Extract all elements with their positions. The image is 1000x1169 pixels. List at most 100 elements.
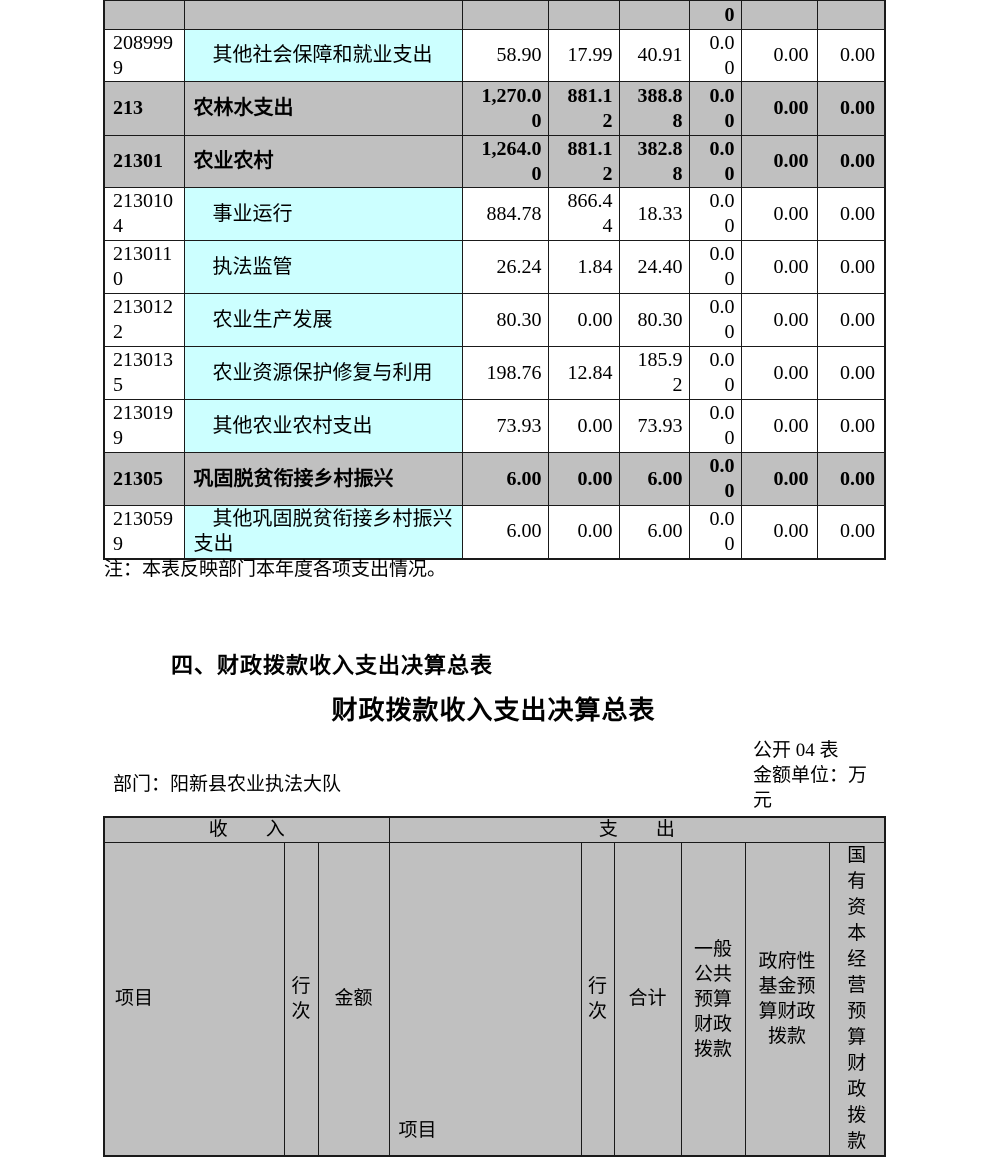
value-cell: 388.88 xyxy=(618,81,690,136)
code-cell: 21305 xyxy=(103,452,185,506)
value-cell: 0.00 xyxy=(816,135,886,188)
item-name-cell: 其他巩固脱贫衔接乡村振兴支出 xyxy=(183,505,463,559)
value-cell: 0.00 xyxy=(688,346,742,400)
table-row: 213 农林水支出 1,270.00 881.12 388.88 0.00 0.00 0.00 xyxy=(103,81,886,136)
value-cell: 0.00 xyxy=(688,452,742,506)
unit-label: 金额单位：万元 xyxy=(753,765,868,811)
value-cell: 0.00 xyxy=(740,81,818,136)
value-cell: 6.00 xyxy=(461,505,549,559)
value-cell: 6.00 xyxy=(618,505,690,559)
code-cell: 2089999 xyxy=(103,29,185,82)
code-cell: 21301 xyxy=(103,135,185,188)
code-cell: 2130135 xyxy=(103,346,185,400)
table-row: 21305 巩固脱贫衔接乡村振兴 6.00 0.00 6.00 0.00 0.00 0.00 xyxy=(103,452,886,506)
value-cell: 185.92 xyxy=(618,346,690,400)
value-cell: 0.00 xyxy=(688,135,742,188)
item-name-cell: 其他社会保障和就业支出 xyxy=(183,29,463,82)
value-cell: 6.00 xyxy=(461,452,549,506)
value-cell: 1,270.00 xyxy=(461,81,549,136)
value-cell: 884.78 xyxy=(461,187,549,241)
value-cell xyxy=(740,0,818,30)
value-cell: 80.30 xyxy=(461,293,549,347)
value-cell: 0.00 xyxy=(816,505,886,559)
code-cell: 2130599 xyxy=(103,505,185,559)
value-cell: 0.00 xyxy=(547,452,620,506)
value-cell xyxy=(816,0,886,30)
code-cell: 2130199 xyxy=(103,399,185,453)
table-row: 2130104 事业运行 884.78 866.44 18.33 0.00 0.00 0.00 xyxy=(103,187,886,241)
value-cell: 0.00 xyxy=(688,240,742,294)
value-cell: 0.00 xyxy=(688,81,742,136)
value-cell: 40.91 xyxy=(618,29,690,82)
item-name-cell: 巩固脱贫衔接乡村振兴 xyxy=(183,452,463,506)
code-cell: 2130122 xyxy=(103,293,185,347)
value-cell: 6.00 xyxy=(618,452,690,506)
table-row: 2130599 其他巩固脱贫衔接乡村振兴支出 6.00 0.00 6.00 0.00 0.0… xyxy=(103,505,886,559)
item-name-cell: 农业生产发展 xyxy=(183,293,463,347)
value-cell: 17.99 xyxy=(547,29,620,82)
value-cell: 0.00 xyxy=(688,293,742,347)
value-cell: 0.00 xyxy=(547,293,620,347)
general-budget-header: 一般公共预算财政拨款 xyxy=(680,842,746,1157)
value-cell: 1,264.00 xyxy=(461,135,549,188)
band-row: 收 入 支 出 xyxy=(103,816,886,843)
value-cell: 58.90 xyxy=(461,29,549,82)
item-name-cell: 执法监管 xyxy=(183,240,463,294)
value-cell: 0.00 xyxy=(816,29,886,82)
value-cell: 0.00 xyxy=(740,187,818,241)
value-cell: 0.00 xyxy=(740,135,818,188)
table-note: 注：本表反映部门本年度各项支出情况。 xyxy=(104,559,447,580)
value-cell: 0.00 xyxy=(816,346,886,400)
value-cell: 0.00 xyxy=(816,293,886,347)
value-cell: 0.00 xyxy=(740,452,818,506)
value-cell: 881.12 xyxy=(547,81,620,136)
summary-table-header: 收 入 支 出 项目 行次 金额 项目 行次 合计 一般公共预算财政拨款 政府性… xyxy=(103,816,887,1157)
header-row: 项目 行次 金额 项目 行次 合计 一般公共预算财政拨款 政府性基金预算财政拨款… xyxy=(103,842,886,1157)
gov-fund-budget-header: 政府性基金预算财政拨款 xyxy=(744,842,830,1157)
income-lineno-header: 行次 xyxy=(283,842,319,1157)
value-cell: 382.88 xyxy=(618,135,690,188)
value-cell: 0.00 xyxy=(740,240,818,294)
code-cell: 213 xyxy=(103,81,185,136)
value-cell: 0.00 xyxy=(547,505,620,559)
value-cell xyxy=(461,0,549,30)
item-name-cell: 农业农村 xyxy=(183,135,463,188)
item-name-cell xyxy=(183,0,463,30)
value-cell: 0.00 xyxy=(740,29,818,82)
value-cell: 0 xyxy=(688,0,742,30)
table-row: 2089999 其他社会保障和就业支出 58.90 17.99 40.91 0.00 0.0… xyxy=(103,29,886,82)
value-cell xyxy=(547,0,620,30)
value-cell: 198.76 xyxy=(461,346,549,400)
code-cell: 2130110 xyxy=(103,240,185,294)
value-cell: 1.84 xyxy=(547,240,620,294)
value-cell xyxy=(618,0,690,30)
table-meta: 公开 04 表 金额单位：万元 xyxy=(753,738,884,813)
income-band: 收 入 xyxy=(103,816,390,843)
table-row: 2130199 其他农业农村支出 73.93 0.00 73.93 0.00 0.00 0.0… xyxy=(103,399,886,453)
value-cell: 18.33 xyxy=(618,187,690,241)
value-cell: 0.00 xyxy=(740,346,818,400)
value-cell: 0.00 xyxy=(816,187,886,241)
value-cell: 12.84 xyxy=(547,346,620,400)
value-cell: 0.00 xyxy=(816,452,886,506)
expense-band: 支 出 xyxy=(388,816,886,843)
table-row-partial: 0 xyxy=(103,0,886,30)
value-cell: 866.44 xyxy=(547,187,620,241)
value-cell: 26.24 xyxy=(461,240,549,294)
income-item-header: 项目 xyxy=(103,842,285,1157)
code-cell xyxy=(103,0,185,30)
value-cell: 0.00 xyxy=(740,399,818,453)
value-cell: 0.00 xyxy=(688,29,742,82)
code-cell: 2130104 xyxy=(103,187,185,241)
value-cell: 80.30 xyxy=(618,293,690,347)
state-capital-budget-header: 国有资本经营预算财政拨款 xyxy=(828,842,886,1157)
table-code-label: 公开 04 表 xyxy=(753,740,839,761)
table-row: 2130135 农业资源保护修复与利用 198.76 12.84 185.92 0.00 0… xyxy=(103,346,886,400)
table-row: 21301 农业农村 1,264.00 881.12 382.88 0.00 0.00 0.0… xyxy=(103,135,886,188)
expense-item-header: 项目 xyxy=(388,842,582,1157)
value-cell: 73.93 xyxy=(618,399,690,453)
value-cell: 0.00 xyxy=(740,293,818,347)
value-cell: 0.00 xyxy=(547,399,620,453)
value-cell: 73.93 xyxy=(461,399,549,453)
item-name-cell: 其他农业农村支出 xyxy=(183,399,463,453)
